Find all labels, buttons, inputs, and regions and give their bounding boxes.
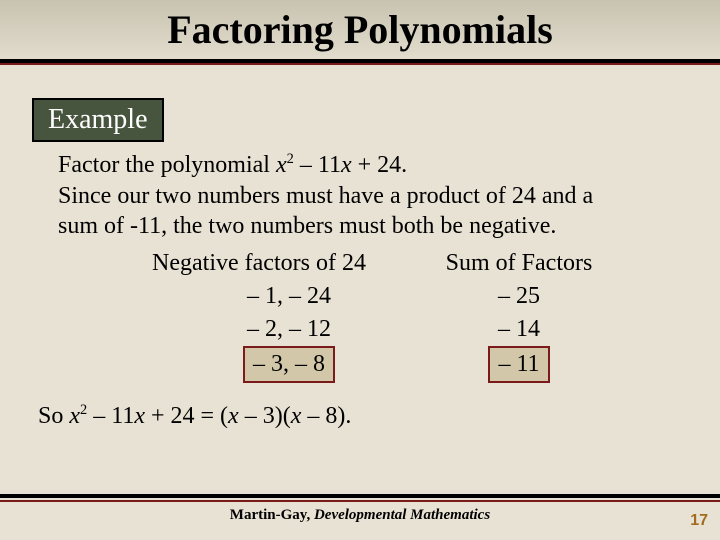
result-so: So bbox=[38, 403, 69, 429]
factors-cell: – 1, – 24 bbox=[109, 281, 409, 312]
line1-text: Factor the polynomial bbox=[58, 152, 276, 178]
page-title: Factoring Polynomials bbox=[0, 0, 720, 53]
sum-cell: – 11 bbox=[409, 346, 629, 383]
poly-mid: – 11 bbox=[294, 152, 341, 178]
poly-exp: 2 bbox=[287, 151, 294, 167]
header-sum: Sum of Factors bbox=[409, 248, 629, 279]
table-header-row: Negative factors of 24 Sum of Factors bbox=[58, 248, 680, 279]
result-mid: – 11 bbox=[87, 403, 134, 429]
line-1: Factor the polynomial x2 – 11x + 24. bbox=[58, 150, 680, 181]
factor-table: Negative factors of 24 Sum of Factors – … bbox=[58, 248, 680, 383]
line-2: Since our two numbers must have a produc… bbox=[58, 181, 680, 212]
result-x2: x bbox=[69, 403, 80, 429]
factors-cell: – 2, – 12 bbox=[109, 314, 409, 345]
footer-text: Martin-Gay, Developmental Mathematics bbox=[0, 507, 720, 524]
footer-rule-top bbox=[0, 494, 720, 498]
table-row: – 1, – 24– 25 bbox=[58, 281, 680, 312]
content-block: Factor the polynomial x2 – 11x + 24. Sin… bbox=[58, 150, 680, 432]
factors-cell: – 3, – 8 bbox=[109, 346, 409, 383]
footer-book: Developmental Mathematics bbox=[314, 507, 490, 523]
result-line: So x2 – 11x + 24 = (x – 3)(x – 8). bbox=[38, 401, 680, 432]
poly-x: x bbox=[341, 152, 352, 178]
result-xm3: x bbox=[228, 403, 239, 429]
table-row: – 3, – 8 – 11 bbox=[58, 346, 680, 383]
result-m3: – 3)( bbox=[239, 403, 291, 429]
line-3: sum of -11, the two numbers must both be… bbox=[58, 211, 680, 242]
header-factors: Negative factors of 24 bbox=[109, 248, 409, 279]
result-m8: – 8). bbox=[301, 403, 351, 429]
sum-cell: – 14 bbox=[409, 314, 629, 345]
example-badge: Example bbox=[32, 98, 164, 142]
poly-end: + 24. bbox=[352, 152, 408, 178]
footer-author: Martin-Gay, bbox=[230, 507, 314, 523]
highlight-box: – 3, – 8 bbox=[243, 346, 335, 383]
page-number: 17 bbox=[690, 512, 708, 530]
sum-cell: – 25 bbox=[409, 281, 629, 312]
result-xm8: x bbox=[291, 403, 302, 429]
highlight-box: – 11 bbox=[488, 346, 549, 383]
footer-rule-bottom bbox=[0, 500, 720, 502]
table-row: – 2, – 12– 14 bbox=[58, 314, 680, 345]
title-underline bbox=[0, 59, 720, 65]
result-x: x bbox=[134, 403, 145, 429]
result-eq: + 24 = ( bbox=[145, 403, 228, 429]
poly-x2: x bbox=[276, 152, 287, 178]
